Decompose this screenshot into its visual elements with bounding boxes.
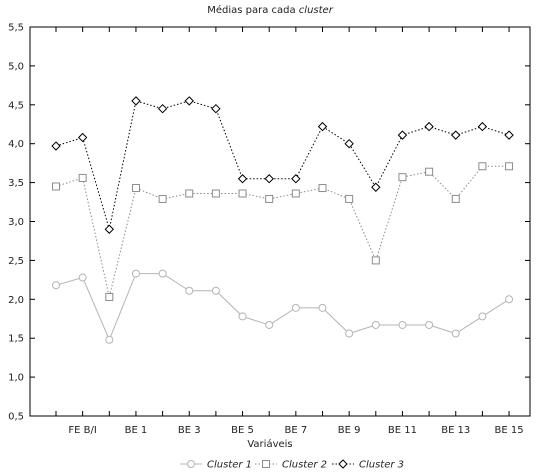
x-tick-label: BE 15	[495, 425, 524, 436]
y-tick-label: 3,0	[8, 217, 24, 228]
legend-label-cluster-2: Cluster 2	[282, 460, 327, 471]
data-point-cluster-3	[264, 174, 274, 184]
data-point-cluster-2	[265, 194, 274, 203]
data-point-cluster-2	[185, 189, 194, 198]
series-line-cluster-3	[55, 100, 510, 230]
data-point-cluster-1	[318, 303, 327, 312]
y-tick-label: 2,0	[8, 295, 24, 306]
data-point-cluster-3	[397, 130, 408, 140]
x-tick-label: BE 5	[231, 425, 254, 436]
legend-label-cluster-1: Cluster 1	[207, 460, 252, 471]
data-point-cluster-2	[52, 182, 60, 191]
legend-label-cluster-3: Cluster 3	[359, 460, 404, 471]
data-point-cluster-1	[158, 269, 167, 278]
data-point-cluster-1	[131, 269, 140, 278]
data-point-cluster-2	[451, 194, 460, 203]
data-point-cluster-1	[291, 303, 300, 312]
data-point-cluster-1	[345, 329, 354, 338]
data-point-cluster-2	[398, 173, 407, 182]
y-tick-label: 0,5	[8, 412, 24, 423]
data-point-cluster-3	[157, 103, 168, 114]
x-axis: FE B/I BE 1 BE 3 BE 5 BE 7 BE 9 BE 11 BE 13 BE 1…	[55, 27, 524, 436]
chart-title: Médias para cada cluster	[207, 4, 334, 16]
data-point-cluster-3	[504, 130, 514, 140]
data-point-cluster-3	[237, 174, 248, 184]
data-point-cluster-2	[158, 194, 167, 203]
data-point-cluster-3	[211, 103, 221, 114]
chart-title-italic: cluster	[299, 5, 334, 16]
data-point-cluster-1	[478, 312, 487, 321]
data-point-cluster-1	[211, 286, 220, 295]
data-point-cluster-1	[451, 329, 460, 338]
data-point-cluster-3	[451, 130, 461, 140]
x-tick-label: BE 11	[388, 425, 417, 436]
data-point-cluster-1	[185, 286, 194, 295]
data-point-cluster-1	[265, 320, 274, 329]
x-tick-label: BE 9	[338, 425, 361, 436]
data-point-cluster-3	[317, 121, 328, 132]
data-point-cluster-3	[77, 132, 88, 143]
y-tick-label: 3,5	[8, 178, 24, 189]
data-point-cluster-3	[104, 224, 115, 234]
x-tick-label: BE 13	[441, 425, 470, 436]
data-point-cluster-1	[425, 320, 434, 329]
data-point-cluster-3	[291, 174, 301, 184]
series-line-cluster-2	[55, 165, 510, 298]
x-tick-label: BE 3	[178, 425, 201, 436]
y-tick-label: 1,5	[8, 334, 24, 345]
data-point-cluster-2	[425, 167, 434, 176]
chart-title-plain: Médias para cada	[207, 4, 299, 16]
data-point-cluster-3	[477, 121, 488, 132]
data-point-cluster-2	[371, 256, 380, 265]
x-axis-label: Variáveis	[247, 438, 292, 450]
plot-frame	[29, 26, 531, 417]
data-point-cluster-3	[344, 138, 354, 149]
legend-marker-cluster-2	[262, 460, 270, 468]
legend-marker-cluster-3	[338, 459, 348, 469]
data-point-cluster-1	[505, 295, 514, 304]
data-point-cluster-3	[184, 96, 194, 106]
y-tick-label: 4,5	[8, 100, 24, 111]
series-lines	[55, 100, 510, 342]
data-point-cluster-2	[505, 162, 514, 171]
y-tick-label: 5,5	[8, 23, 24, 34]
series-markers	[51, 96, 514, 344]
data-point-cluster-1	[238, 312, 247, 321]
data-point-cluster-2	[131, 184, 140, 193]
data-point-cluster-2	[318, 184, 327, 193]
data-point-cluster-2	[211, 189, 220, 198]
data-point-cluster-3	[51, 141, 61, 151]
data-point-cluster-1	[371, 320, 380, 329]
data-point-cluster-2	[238, 189, 247, 198]
series-line-cluster-1	[55, 273, 510, 342]
data-point-cluster-3	[371, 182, 381, 192]
data-point-cluster-2	[78, 173, 87, 182]
data-point-cluster-2	[345, 194, 354, 203]
data-point-cluster-2	[478, 162, 487, 171]
data-point-cluster-1	[52, 281, 60, 290]
data-point-cluster-2	[291, 189, 300, 198]
data-point-cluster-1	[105, 335, 114, 344]
data-point-cluster-3	[131, 96, 141, 106]
x-tick-label: BE 1	[125, 425, 148, 436]
x-tick-label: BE 7	[284, 425, 307, 436]
y-tick-label: 4,0	[8, 139, 24, 150]
y-tick-label: 2,5	[8, 256, 24, 267]
y-tick-label: 1,0	[8, 373, 24, 384]
x-tick-label: FE B/I	[68, 425, 96, 436]
y-axis: 0,5 1,0 1,5 2,0 2,5 3,0 3,5 4,0 4,5 5,0 5,5	[8, 23, 530, 423]
data-point-cluster-3	[424, 121, 434, 132]
y-tick-label: 5,0	[8, 61, 24, 72]
legend: Cluster 1 Cluster 2 Cluster 3	[180, 459, 404, 471]
data-point-cluster-1	[78, 273, 87, 282]
legend-marker-cluster-1	[187, 460, 195, 468]
data-point-cluster-2	[105, 292, 114, 301]
data-point-cluster-1	[398, 320, 407, 329]
